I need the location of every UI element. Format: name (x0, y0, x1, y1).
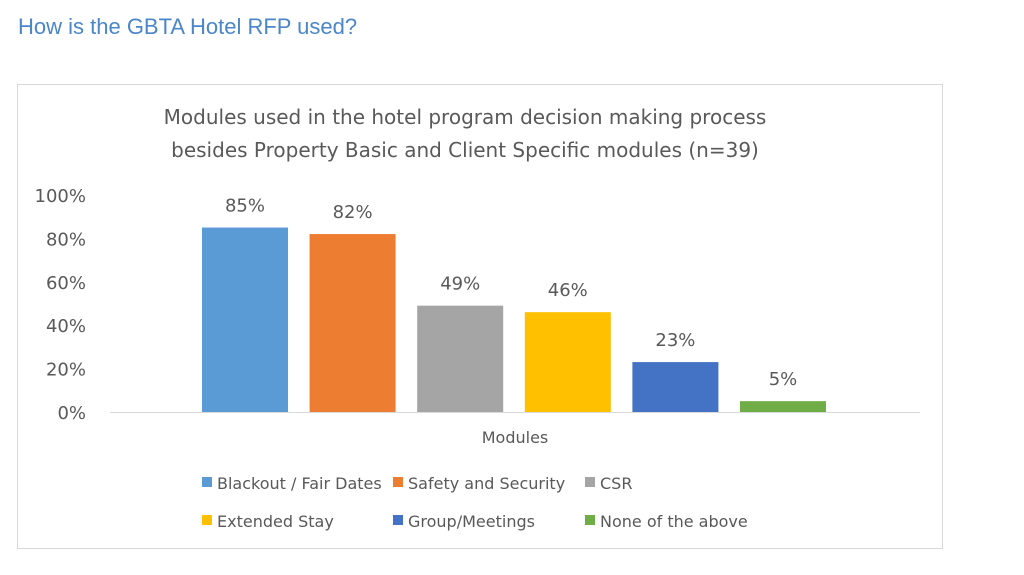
legend-item: Safety and Security (393, 474, 565, 493)
bar-none-of-the-above (740, 401, 826, 412)
chart-frame (17, 84, 943, 549)
bar-safety-and-security (309, 234, 396, 412)
legend-swatch (202, 515, 212, 525)
y-tick-label: 40% (46, 316, 86, 337)
legend-label: Group/Meetings (408, 512, 535, 531)
legend-swatch (393, 515, 403, 525)
legend-swatch (585, 477, 595, 487)
legend-item: Blackout / Fair Dates (202, 474, 382, 493)
data-label: 49% (440, 274, 480, 295)
legend-label: None of the above (600, 512, 748, 531)
legend-label: Blackout / Fair Dates (217, 474, 382, 493)
bar-extended-stay (524, 312, 611, 412)
legend-label: CSR (600, 474, 632, 493)
y-tick-label: 60% (46, 273, 86, 294)
legend-swatch (202, 477, 212, 487)
data-label: 23% (655, 330, 695, 351)
y-tick-label: 20% (46, 360, 86, 381)
legend-item: None of the above (585, 512, 748, 531)
data-label: 85% (225, 196, 265, 217)
chart-title-line-1: Modules used in the hotel program decisi… (164, 105, 767, 129)
legend-label: Safety and Security (408, 474, 565, 493)
y-tick-label: 0% (57, 403, 86, 424)
bar-csr (417, 305, 504, 412)
legend-item: CSR (585, 474, 632, 493)
bar-group-meetings (632, 362, 719, 412)
bar-blackout-fair-dates (202, 227, 288, 412)
x-axis-label: Modules (482, 428, 549, 447)
data-label: 46% (548, 280, 588, 301)
y-tick-label: 100% (35, 186, 86, 207)
chart-title-line-2: besides Property Basic and Client Specif… (171, 138, 759, 162)
legend-swatch (393, 477, 403, 487)
page-title: How is the GBTA Hotel RFP used? (18, 14, 358, 39)
data-label: 82% (333, 202, 373, 223)
y-tick-label: 80% (46, 229, 86, 250)
legend-item: Group/Meetings (393, 512, 535, 531)
data-label: 5% (769, 369, 798, 390)
legend-label: Extended Stay (217, 512, 334, 531)
legend-swatch (585, 515, 595, 525)
legend-item: Extended Stay (202, 512, 334, 531)
